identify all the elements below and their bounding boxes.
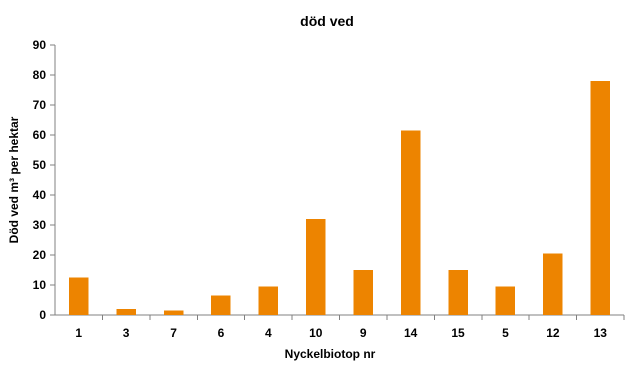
x-tick-label: 13 xyxy=(594,326,608,340)
x-tick-label: 6 xyxy=(218,326,225,340)
bar-15 xyxy=(448,270,468,315)
x-tick-label: 7 xyxy=(170,326,177,340)
y-tick-label: 70 xyxy=(33,98,47,112)
y-tick-label: 0 xyxy=(39,308,46,322)
y-tick-label: 50 xyxy=(33,158,47,172)
y-tick-label: 20 xyxy=(33,248,47,262)
bar-13 xyxy=(590,81,611,315)
y-axis-title: Död ved m³ per hektar xyxy=(7,116,21,243)
y-tick-label: 80 xyxy=(33,68,47,82)
bar-3 xyxy=(116,309,136,315)
y-tick-label: 40 xyxy=(33,188,47,202)
x-tick-label: 12 xyxy=(546,326,560,340)
bar-1 xyxy=(68,277,89,315)
y-tick-label: 60 xyxy=(33,128,47,142)
bar-9 xyxy=(353,270,373,315)
bar-10 xyxy=(306,219,326,315)
y-tick-label: 90 xyxy=(33,38,47,52)
bar-7 xyxy=(163,310,184,315)
bar-5 xyxy=(495,286,516,315)
bar-14 xyxy=(400,130,421,315)
x-tick-label: 1 xyxy=(75,326,82,340)
chart-title: död ved xyxy=(300,13,354,29)
x-axis: 1 3 7 6 4 10 9 14 15 5 12 13 xyxy=(55,314,625,340)
x-tick-label: 4 xyxy=(265,326,272,340)
bar-4 xyxy=(258,286,279,315)
y-tick-label: 10 xyxy=(33,278,47,292)
x-tick-label: 15 xyxy=(451,326,465,340)
bar-6 xyxy=(211,295,231,315)
y-axis: 0 10 20 30 40 50 60 70 80 90 xyxy=(33,38,56,322)
y-tick-label: 30 xyxy=(33,218,47,232)
x-tick-label: 9 xyxy=(360,326,367,340)
x-tick-label: 3 xyxy=(123,326,130,340)
x-tick-label: 5 xyxy=(502,326,509,340)
bars xyxy=(68,81,611,315)
x-tick-label: 14 xyxy=(404,326,418,340)
x-tick-label: 10 xyxy=(309,326,323,340)
x-axis-title: Nyckelbiotop nr xyxy=(285,347,376,361)
bar-12 xyxy=(543,253,563,315)
